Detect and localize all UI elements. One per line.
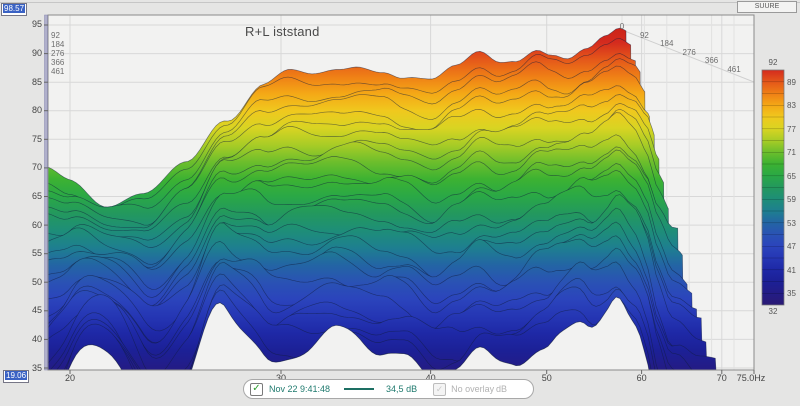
unit-label: dB (495, 384, 507, 394)
measurement-level: 34,5 dB (386, 384, 418, 394)
measurement-toolbar: ✓ Nov 22 9:41:48 34,5 dB ✓ No overlay dB (243, 379, 534, 399)
check-icon: ✓ (252, 382, 261, 394)
overlay-label[interactable]: No overlay (451, 384, 495, 394)
y-axis-handle[interactable] (44, 14, 48, 371)
check-icon: ✓ (435, 383, 444, 394)
measurement-label[interactable]: Nov 22 9:41:48 (269, 384, 331, 394)
corner-control-button[interactable]: SUURE (737, 1, 797, 13)
window-top-border (0, 2, 800, 3)
overlay-checkbox[interactable]: ✓ (433, 382, 447, 396)
y-axis-max-field[interactable]: 98.57 (1, 3, 28, 16)
trace-color-sample (344, 388, 375, 390)
measurement-checkbox[interactable]: ✓ (250, 382, 263, 396)
chart-title: R+L iststand (245, 24, 320, 39)
x-axis-min-value: 19.06 (5, 371, 28, 380)
y-axis-max-value: 98.57 (3, 4, 26, 13)
x-axis-min-field[interactable]: 19.06 (3, 370, 30, 383)
